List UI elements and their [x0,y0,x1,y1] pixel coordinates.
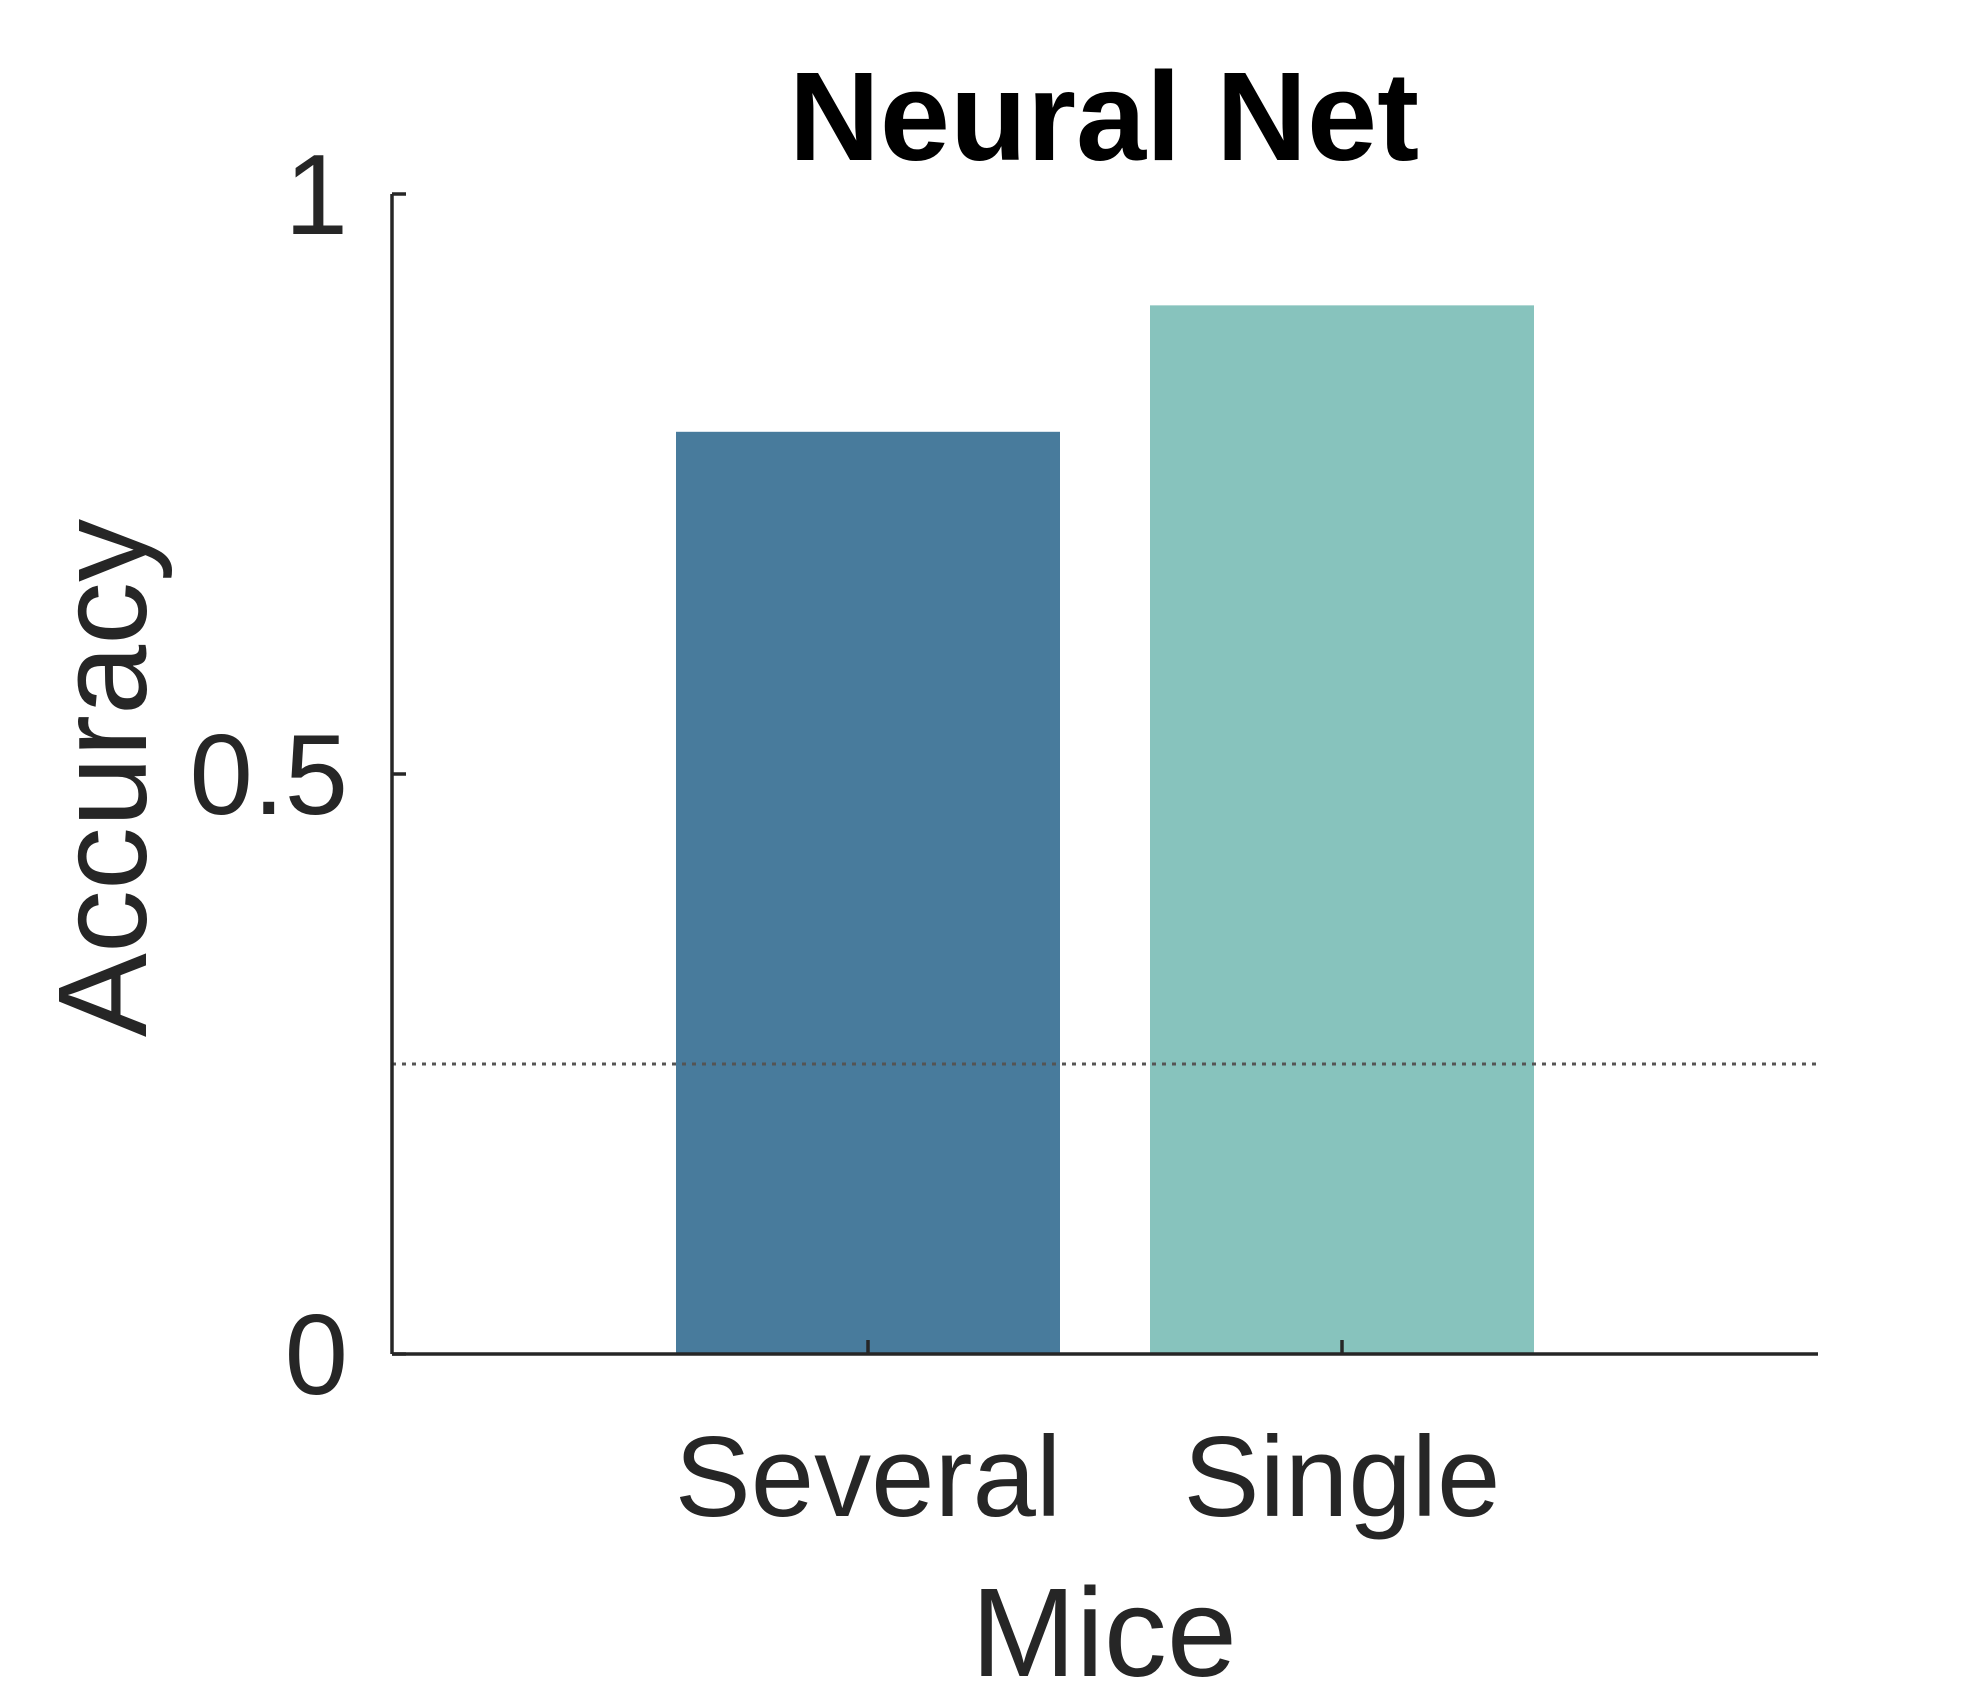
x-tick-label: Several [675,1414,1062,1541]
x-tick-label: Single [1184,1414,1501,1541]
y-axis-label: Accuracy [32,519,173,1037]
bar-single [1150,305,1534,1354]
bar-several [676,431,1060,1354]
bars-layer [676,305,1534,1354]
y-tick-label: 0.5 [190,712,348,839]
chart-title: Neural Net [789,46,1419,187]
y-ticks-layer: 00.51 [190,132,406,1419]
y-tick-label: 1 [285,132,348,259]
x-ticks-layer: Several Single [675,1340,1501,1541]
x-axis-label: Mice [971,1562,1237,1694]
y-tick-label: 0 [285,1292,348,1419]
